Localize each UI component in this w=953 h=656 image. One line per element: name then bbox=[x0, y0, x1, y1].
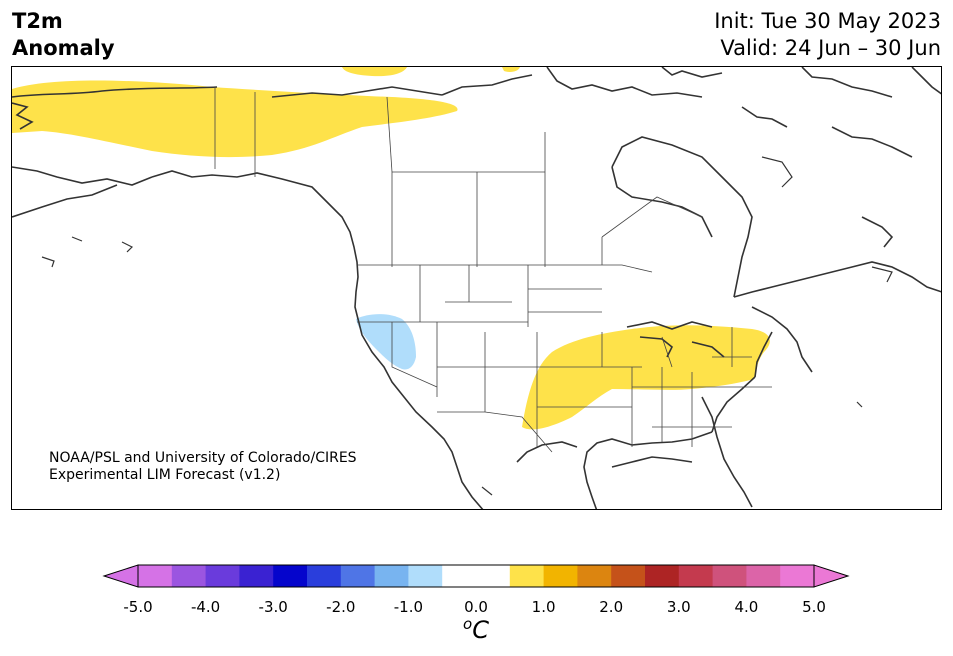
map-title: T2m Anomaly bbox=[12, 8, 115, 62]
colorbar-cell bbox=[476, 565, 511, 587]
coastlines bbox=[12, 67, 941, 509]
colorbar-cell bbox=[645, 565, 680, 587]
political-borders bbox=[214, 87, 772, 453]
colorbar-cell bbox=[780, 565, 815, 587]
colorbar-cells bbox=[138, 565, 815, 587]
colorbar-cell bbox=[746, 565, 781, 587]
colorbar-tick-label: -1.0 bbox=[393, 598, 424, 616]
colorbar-cell bbox=[239, 565, 274, 587]
colorbar-cell bbox=[408, 565, 443, 587]
colorbar-cell bbox=[340, 565, 376, 587]
colorbar-cell bbox=[138, 565, 173, 587]
colorbar-tick-label: 3.0 bbox=[666, 598, 691, 616]
colorbar-cell bbox=[374, 565, 409, 587]
init-date: Init: Tue 30 May 2023 bbox=[714, 9, 941, 33]
credit-line-2: Experimental LIM Forecast (v1.2) bbox=[49, 467, 281, 483]
credit-line-1: NOAA/PSL and University of Colorado/CIRE… bbox=[49, 450, 357, 466]
colorbar-cell bbox=[273, 565, 308, 587]
islands bbox=[41, 156, 893, 496]
colorbar-cell bbox=[577, 565, 612, 587]
colorbar-tick-label: -2.0 bbox=[326, 598, 356, 616]
colorbar-tick-label: 2.0 bbox=[599, 598, 624, 616]
colorbar-cell bbox=[307, 565, 342, 587]
map-canvas bbox=[12, 67, 941, 509]
variable-title: T2m bbox=[12, 9, 63, 33]
northern-canada-warm bbox=[12, 80, 458, 158]
colorbar-tick-label: 0.0 bbox=[464, 598, 488, 616]
colorbar-cell bbox=[171, 565, 207, 587]
colorbar-tick-label: 5.0 bbox=[802, 598, 826, 616]
central-east-us-warm bbox=[522, 325, 770, 430]
colorbar-tick-label: -3.0 bbox=[258, 598, 288, 616]
colorbar-tick-label: -4.0 bbox=[190, 598, 221, 616]
valid-date: Valid: 24 Jun – 30 Jun bbox=[720, 36, 941, 60]
anomaly-title: Anomaly bbox=[12, 36, 115, 60]
colorbar-cell bbox=[543, 565, 578, 587]
credit-text: NOAA/PSL and University of Colorado/CIRE… bbox=[49, 450, 357, 484]
colorbar-frame bbox=[137, 564, 815, 588]
date-info: Init: Tue 30 May 2023 Valid: 24 Jun – 30… bbox=[714, 8, 941, 62]
colorbar-cell bbox=[205, 565, 240, 587]
colorbar-cell bbox=[442, 565, 477, 587]
colorbar-cell bbox=[712, 565, 747, 587]
colorbar-tick-label: 1.0 bbox=[531, 598, 556, 616]
colorbar-tick-label: -5.0 bbox=[123, 598, 153, 616]
great-basin-cool bbox=[356, 314, 416, 370]
colorbar-over-arrow bbox=[813, 564, 850, 588]
colorbar bbox=[102, 564, 850, 588]
colorbar-cell bbox=[509, 565, 545, 587]
colorbar-cell bbox=[611, 565, 646, 587]
northern-canada-warm-2 bbox=[342, 67, 407, 77]
colorbar-unit: oC bbox=[463, 615, 489, 644]
colorbar-tick-label: 4.0 bbox=[734, 598, 759, 616]
colorbar-under-arrow bbox=[102, 564, 139, 588]
anomaly-map: NOAA/PSL and University of Colorado/CIRE… bbox=[11, 66, 942, 510]
northern-canada-warm-3 bbox=[502, 67, 520, 72]
colorbar-cell bbox=[678, 565, 714, 587]
